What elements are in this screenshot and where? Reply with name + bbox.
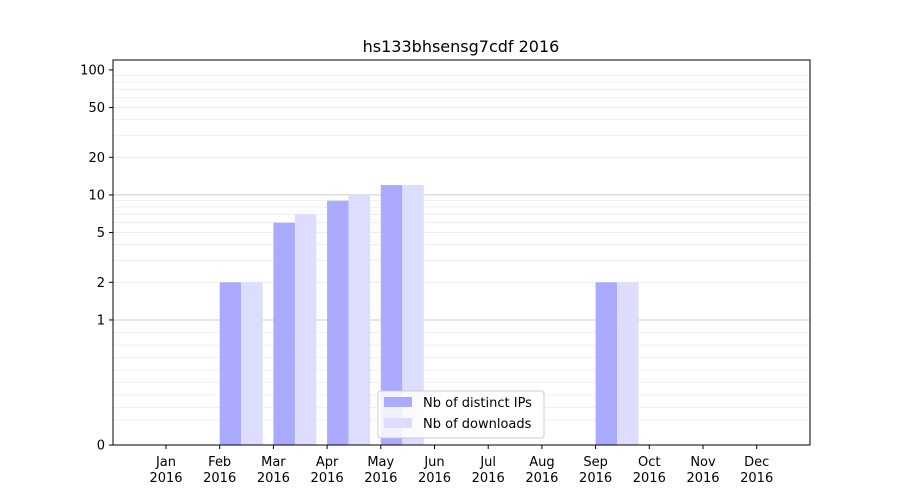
bar-distinct-ips <box>273 222 295 445</box>
x-tick-label-year: 2016 <box>364 471 397 486</box>
x-tick-label-month: Jul <box>479 455 496 470</box>
x-tick-label-month: Nov <box>690 455 716 470</box>
y-tick-label: 50 <box>88 101 105 116</box>
x-tick-label-year: 2016 <box>149 471 182 486</box>
x-tick-label-month: Aug <box>529 455 554 470</box>
y-axis: 0 1 2 5 10 20 50 100 <box>80 63 113 454</box>
bar-distinct-ips <box>219 282 242 445</box>
bar-distinct-ips <box>327 200 349 445</box>
x-tick-label-month: Mar <box>261 455 286 470</box>
y-tick-label: 100 <box>80 63 105 78</box>
x-tick-label-year: 2016 <box>472 471 505 486</box>
x-tick-label-month: May <box>367 455 394 470</box>
x-tick-label-month: Feb <box>208 455 231 470</box>
x-tick-label-year: 2016 <box>740 471 773 486</box>
x-tick-label-month: Jan <box>155 455 176 470</box>
legend-swatch <box>384 397 412 407</box>
bar-downloads <box>617 282 639 445</box>
y-tick-label: 10 <box>88 188 105 203</box>
x-tick-label-year: 2016 <box>686 471 719 486</box>
x-tick-label-month: Oct <box>638 455 660 470</box>
bar-downloads <box>241 282 263 445</box>
bar-downloads <box>348 194 371 445</box>
bar-downloads <box>402 185 424 445</box>
x-tick-label-year: 2016 <box>311 471 344 486</box>
plot-frame <box>112 59 811 446</box>
legend-label: Nb of distinct IPs <box>423 396 532 411</box>
bar-distinct-ips <box>380 185 403 445</box>
x-tick-label-year: 2016 <box>257 471 290 486</box>
bar-distinct-ips <box>595 282 618 445</box>
x-tick-label-year: 2016 <box>633 471 666 486</box>
x-tick-label-month: Apr <box>316 455 339 470</box>
x-tick-label-month: Dec <box>744 455 769 470</box>
y-tick-label: 2 <box>97 276 105 291</box>
legend-swatch <box>384 418 412 428</box>
y-tick-label: 1 <box>97 313 105 328</box>
x-tick-label-year: 2016 <box>525 471 558 486</box>
y-tick-label: 0 <box>97 439 105 454</box>
bar-downloads <box>294 214 317 445</box>
x-tick-label-month: Jun <box>423 455 444 470</box>
legend: Nb of distinct IPs Nb of downloads <box>377 390 545 439</box>
x-tick-label-year: 2016 <box>418 471 451 486</box>
x-tick-label-year: 2016 <box>203 471 236 486</box>
legend-label: Nb of downloads <box>423 417 532 432</box>
x-tick-label-year: 2016 <box>579 471 612 486</box>
y-tick-label: 5 <box>97 226 105 241</box>
x-tick-label-month: Sep <box>583 455 608 470</box>
y-tick-label: 20 <box>88 151 105 166</box>
legend-box <box>377 390 545 439</box>
chart-title: hs133bhsensg7cdf 2016 <box>363 37 560 56</box>
x-axis: Jan2016Feb2016Mar2016Apr2016May2016Jun20… <box>149 445 773 486</box>
bars-layer <box>219 185 639 445</box>
